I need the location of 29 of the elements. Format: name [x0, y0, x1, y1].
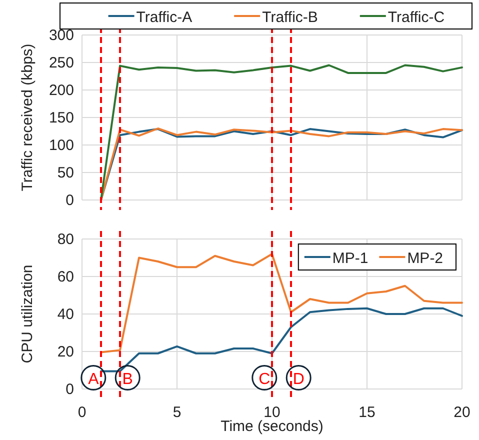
- x-tick-label: 5: [172, 404, 182, 421]
- annotation: B: [122, 370, 133, 388]
- legend-label: MP-1: [332, 250, 368, 267]
- y-tick-label: 0: [66, 381, 74, 398]
- legend-label: Traffic-A: [136, 9, 192, 26]
- y-tick-label: 40: [57, 306, 74, 323]
- y-axis-title: Traffic received (kbps): [19, 44, 36, 192]
- x-tick-label: 20: [454, 404, 470, 421]
- y-tick-label: 60: [57, 268, 74, 286]
- y-tick-label: 250: [48, 54, 74, 72]
- y-tick-label: 300: [48, 27, 74, 44]
- legend-label: MP-2: [407, 250, 444, 267]
- x-tick-label: 10: [264, 404, 280, 421]
- x-tick-label: 0: [78, 404, 86, 421]
- annotation: C: [258, 370, 270, 388]
- annotation: A: [88, 370, 100, 388]
- y-tick-label: 50: [57, 164, 74, 182]
- annotation: D: [292, 370, 304, 388]
- y-tick-label: 100: [48, 137, 74, 154]
- legend-label: Traffic-B: [262, 9, 318, 26]
- legend-label: Traffic-C: [388, 9, 445, 26]
- y-axis-title: CPU utilization: [19, 264, 36, 364]
- y-tick-label: 0: [66, 192, 74, 209]
- y-tick-label: 200: [48, 82, 74, 99]
- x-tick-label: 15: [358, 404, 376, 421]
- y-tick-label: 20: [57, 344, 74, 360]
- y-tick-label: 80: [57, 231, 74, 248]
- y-tick-label: 150: [48, 110, 74, 126]
- x-axis-title: Time (seconds): [220, 418, 324, 435]
